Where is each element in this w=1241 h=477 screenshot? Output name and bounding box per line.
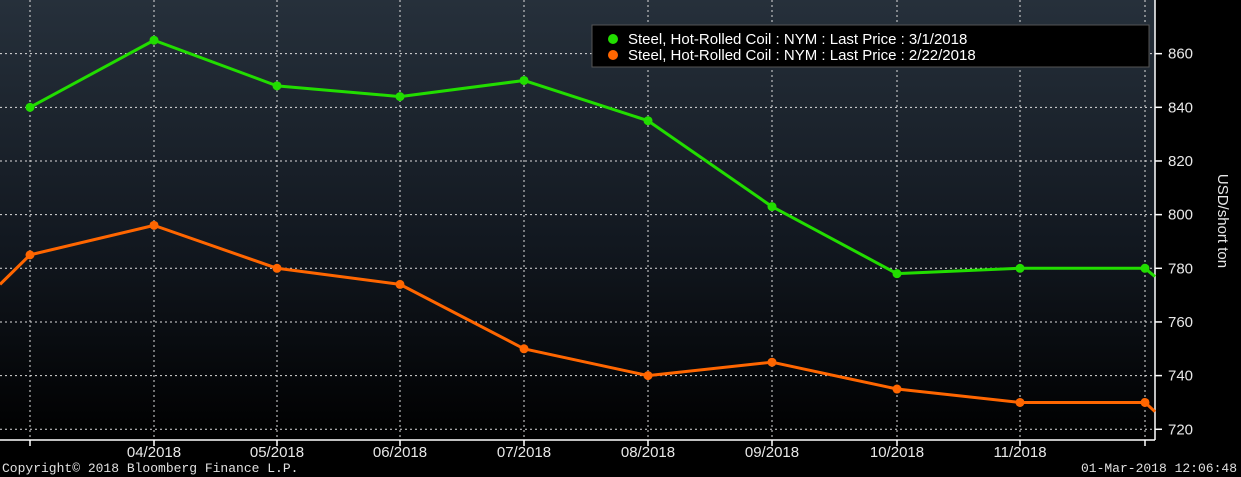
x-tick-label: 06/2018	[373, 444, 427, 461]
data-point-series-2	[767, 357, 777, 367]
data-point-series-2	[272, 263, 282, 273]
data-point-series-1	[519, 75, 529, 85]
x-tick-label: 09/2018	[745, 444, 799, 461]
data-point-series-2	[149, 220, 159, 230]
data-point-series-1	[272, 81, 282, 91]
series-line-2	[0, 223, 1157, 413]
x-tick-labels: 04/2018 05/2018 06/2018 07/2018 08/2018 09/20…	[127, 444, 1047, 461]
data-point-series-1	[1015, 263, 1025, 273]
legend-box	[591, 24, 1150, 68]
y-tick-label: 820	[1168, 153, 1193, 170]
legend: Steel, Hot-Rolled Coil : NYM : Last Pric…	[591, 24, 1150, 68]
data-point-series-2	[1015, 397, 1025, 407]
legend-marker	[608, 34, 618, 44]
y-tick-label: 800	[1168, 207, 1193, 224]
data-point-series-1	[25, 102, 35, 112]
x-tick-label: 04/2018	[127, 444, 181, 461]
y-tick-label: 780	[1168, 260, 1193, 277]
data-point-series-2	[1140, 397, 1150, 407]
y-tick-label: 860	[1168, 46, 1193, 63]
data-point-series-2	[395, 279, 405, 289]
y-tick-label: 840	[1168, 99, 1193, 116]
data-point-series-2	[25, 250, 35, 260]
legend-marker	[608, 50, 618, 60]
x-tick-label: 07/2018	[497, 444, 551, 461]
timestamp-text: 01-Mar-2018 12:06:48	[1081, 461, 1237, 476]
data-point-series-1	[149, 35, 159, 45]
legend-entry: Steel, Hot-Rolled Coil : NYM : Last Pric…	[628, 31, 967, 48]
y-tick-label: 740	[1168, 368, 1193, 385]
plot-background	[0, 0, 1155, 440]
data-point-series-1	[767, 202, 777, 212]
data-point-series-1	[395, 92, 405, 102]
x-tick-label: 05/2018	[250, 444, 304, 461]
y-tick-label: 720	[1168, 421, 1193, 438]
x-tick-label: 11/2018	[993, 444, 1046, 461]
data-point-series-2	[892, 384, 902, 394]
axes	[0, 0, 1162, 446]
data-point-series-2	[643, 371, 653, 381]
data-point-series-1	[1140, 263, 1150, 273]
y-tick-labels: 720 740 760 780 800 820 840 860	[1168, 46, 1193, 439]
x-tick-label: 10/2018	[870, 444, 924, 461]
series	[0, 35, 1157, 413]
copyright-text: Copyright© 2018 Bloomberg Finance L.P.	[2, 461, 298, 476]
x-tick-label: 08/2018	[621, 444, 675, 461]
legend-entry: Steel, Hot-Rolled Coil : NYM : Last Pric…	[628, 47, 976, 64]
data-point-series-1	[892, 269, 902, 279]
y-tick-label: 760	[1168, 314, 1193, 331]
data-point-series-2	[519, 344, 529, 354]
y-axis-label: USD/short ton	[1214, 174, 1231, 268]
grid	[0, 0, 1155, 440]
data-point-series-1	[643, 116, 653, 126]
